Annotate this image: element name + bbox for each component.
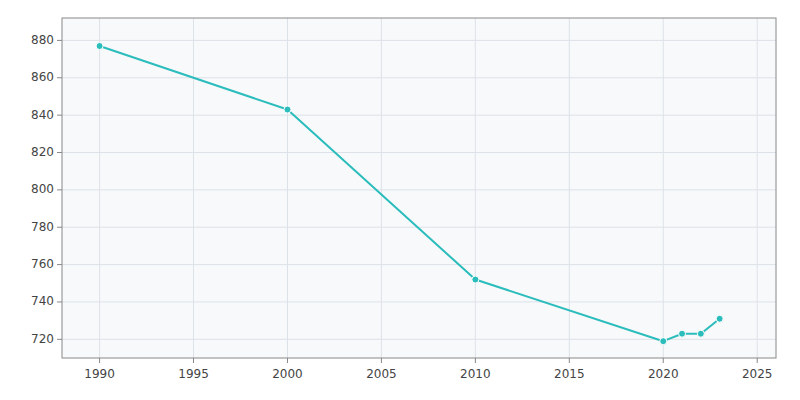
x-tick-label: 2005	[366, 367, 397, 381]
x-tick	[663, 358, 664, 363]
y-grid-line	[62, 189, 776, 190]
x-tick-label: 1995	[178, 367, 209, 381]
marker	[697, 330, 704, 337]
y-tick	[57, 264, 62, 265]
marker	[660, 338, 667, 345]
y-tick-label: 840	[31, 108, 54, 122]
x-tick-label: 2000	[272, 367, 303, 381]
y-tick	[57, 227, 62, 228]
x-grid-line	[381, 18, 382, 358]
plot-frame	[62, 18, 776, 358]
y-tick	[57, 339, 62, 340]
y-grid-line	[62, 152, 776, 153]
chart-container: 720 740 760 780 800 820 840 860 880 1990 1995 2000 2…	[0, 0, 800, 400]
marker	[679, 330, 686, 337]
x-tick	[99, 358, 100, 363]
y-tick-label: 760	[31, 257, 54, 271]
y-tick-label: 780	[31, 220, 54, 234]
y-tick	[57, 189, 62, 190]
x-tick-label: 2010	[460, 367, 491, 381]
marker	[716, 315, 723, 322]
series	[96, 43, 723, 345]
x-tick-label: 2015	[554, 367, 585, 381]
x-grid-line	[475, 18, 476, 358]
y-tick-label: 720	[31, 332, 54, 346]
marker	[472, 276, 479, 283]
y-tick	[57, 40, 62, 41]
x-grid-line	[757, 18, 758, 358]
y-tick-label: 800	[31, 182, 54, 196]
y-tick	[57, 152, 62, 153]
y-grid-line	[62, 264, 776, 265]
y-grid-line	[62, 40, 776, 41]
x-tick	[381, 358, 382, 363]
background	[0, 0, 800, 400]
y-tick	[57, 77, 62, 78]
x-tick	[569, 358, 570, 363]
x-tick	[193, 358, 194, 363]
x-grid-line	[569, 18, 570, 358]
y-tick-label: 880	[31, 33, 54, 47]
axes: 720 740 760 780 800 820 840 860 880 1990 1995 2000 2…	[31, 33, 772, 381]
x-tick	[757, 358, 758, 363]
y-tick-label: 820	[31, 145, 54, 159]
y-tick	[57, 115, 62, 116]
x-tick-label: 1990	[84, 367, 115, 381]
x-grid-line	[663, 18, 664, 358]
y-grid-line	[62, 77, 776, 78]
marker	[96, 43, 103, 50]
line	[100, 46, 720, 341]
marker	[284, 106, 291, 113]
x-grid-line	[193, 18, 194, 358]
x-tick-label: 2025	[742, 367, 773, 381]
y-grid-line	[62, 301, 776, 302]
plot-area	[62, 18, 776, 358]
x-tick	[475, 358, 476, 363]
y-tick-label: 740	[31, 294, 54, 308]
x-grid-line	[99, 18, 100, 358]
y-grid-line	[62, 115, 776, 116]
y-tick-label: 860	[31, 70, 54, 84]
x-tick-label: 2020	[648, 367, 679, 381]
x-grid-line	[287, 18, 288, 358]
x-tick	[287, 358, 288, 363]
grid	[62, 18, 776, 358]
y-tick	[57, 301, 62, 302]
chart-svg: 720 740 760 780 800 820 840 860 880 1990 1995 2000 2…	[0, 0, 800, 400]
